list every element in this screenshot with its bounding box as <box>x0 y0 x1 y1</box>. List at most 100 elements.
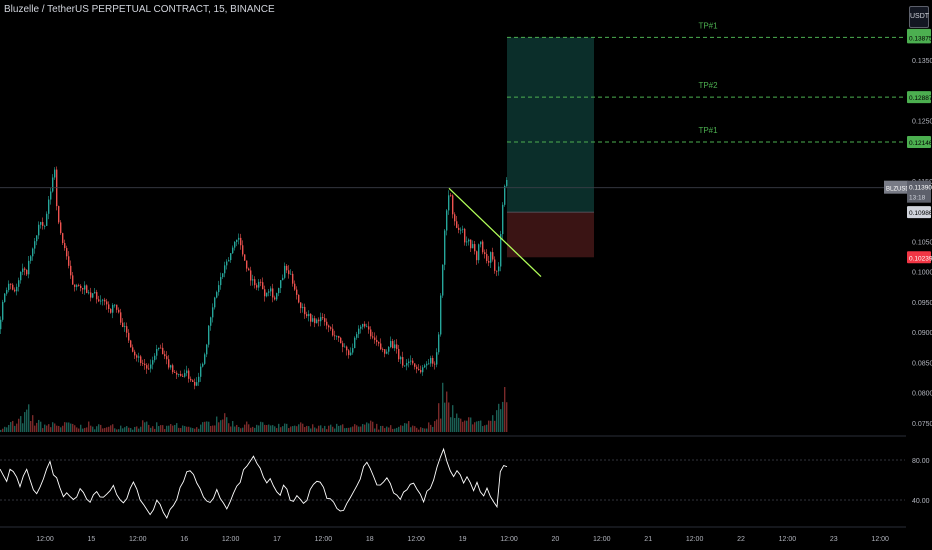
candle-body <box>40 222 42 225</box>
price-tag-stop-loss-bg <box>907 251 931 264</box>
candle-body <box>368 326 370 330</box>
candle-body <box>330 327 332 329</box>
candle-body <box>260 281 262 283</box>
candle-body <box>132 347 134 352</box>
volume-bar <box>118 429 120 432</box>
candle-body <box>360 326 362 329</box>
volume-bar <box>116 429 118 432</box>
candle-body <box>324 318 326 322</box>
candle-body <box>292 273 294 284</box>
volume-bar <box>458 417 460 432</box>
volume-bar <box>448 402 450 432</box>
candle-body <box>290 273 292 275</box>
volume-bar <box>192 428 194 432</box>
candle-body <box>500 234 502 267</box>
volume-bar <box>12 420 14 432</box>
candle-body <box>2 301 4 320</box>
volume-bar <box>284 423 286 432</box>
candle-body <box>382 349 384 351</box>
volume-bar <box>488 420 490 432</box>
volume-bar <box>160 425 162 432</box>
volume-bar <box>480 420 482 432</box>
candle-body <box>384 349 386 354</box>
volume-bar <box>344 428 346 432</box>
time-tick-label: 12:00 <box>593 536 611 543</box>
volume-bar <box>88 421 90 432</box>
candle-body <box>108 304 110 310</box>
time-tick-label: 22 <box>737 536 745 543</box>
volume-bar <box>90 425 92 432</box>
volume-bar <box>132 429 134 432</box>
candle-body <box>114 304 116 306</box>
candle-body <box>154 355 156 361</box>
candle-body <box>126 326 128 333</box>
candle-body <box>102 299 104 301</box>
volume-bar <box>96 426 98 432</box>
time-axis[interactable]: 12:00 15 12:00 16 12:00 17 12:00 18 12:00 19 12:00… <box>36 536 889 543</box>
volume-bar <box>370 420 372 432</box>
currency-button[interactable]: USDT <box>909 6 929 28</box>
volume-bar <box>486 424 488 432</box>
candle-body <box>64 243 66 249</box>
candle-body <box>468 239 470 242</box>
candle-body <box>216 292 218 298</box>
volume-bar <box>412 425 414 432</box>
candle-body <box>94 292 96 294</box>
volume-bar <box>408 421 410 432</box>
volume-bar <box>332 426 334 432</box>
candle-body <box>398 348 400 360</box>
price-axis[interactable]: 0.135000.125000.115000.105000.100000.095… <box>884 28 932 428</box>
candle-body <box>376 339 378 342</box>
candle-body <box>52 177 54 192</box>
time-tick-label: 12:00 <box>871 536 889 543</box>
candle-body <box>240 237 242 246</box>
volume-bar <box>500 409 502 432</box>
price-tag-entry: 0.10986 <box>909 210 932 217</box>
volume-bar <box>362 424 364 432</box>
candle-body <box>402 357 404 366</box>
volume-bar <box>446 391 448 432</box>
volume-bar <box>328 425 330 432</box>
candle-body <box>496 270 498 272</box>
volume-bar <box>38 419 40 432</box>
loss-zone <box>507 212 594 258</box>
candle-body <box>326 321 328 326</box>
candle-body <box>62 233 64 244</box>
candle-body <box>206 344 208 355</box>
volume-bar <box>32 415 34 432</box>
candle-body <box>482 241 484 253</box>
volume-bar <box>360 426 362 432</box>
time-tick-label: 12:00 <box>315 536 333 543</box>
candle-body <box>46 213 48 226</box>
volume-bar <box>18 418 20 432</box>
candle-body <box>100 300 102 302</box>
candle-body <box>60 222 62 234</box>
volume-bar <box>472 424 474 432</box>
volume-bar <box>252 426 254 432</box>
volume-bar <box>10 422 12 432</box>
volume-bar <box>72 423 74 432</box>
volume-bar <box>280 427 282 432</box>
volume-bar <box>134 426 136 432</box>
volume-bar <box>234 426 236 432</box>
volume-bar <box>496 410 498 432</box>
volume-bar <box>294 425 296 432</box>
volume-bar <box>366 422 368 432</box>
candle-body <box>14 289 16 292</box>
candle-body <box>458 227 460 230</box>
volume-bar <box>70 423 72 432</box>
candle-body <box>110 309 112 313</box>
volume-bar <box>26 409 28 432</box>
candle-body <box>484 252 486 255</box>
candle-body <box>244 254 246 261</box>
candle-body <box>32 248 34 257</box>
candle-body <box>460 229 462 231</box>
volume-bar <box>48 424 50 432</box>
volume-bar <box>24 412 26 432</box>
candle-body <box>420 370 422 373</box>
candle-body <box>406 363 408 366</box>
time-tick-label: 23 <box>830 536 838 543</box>
